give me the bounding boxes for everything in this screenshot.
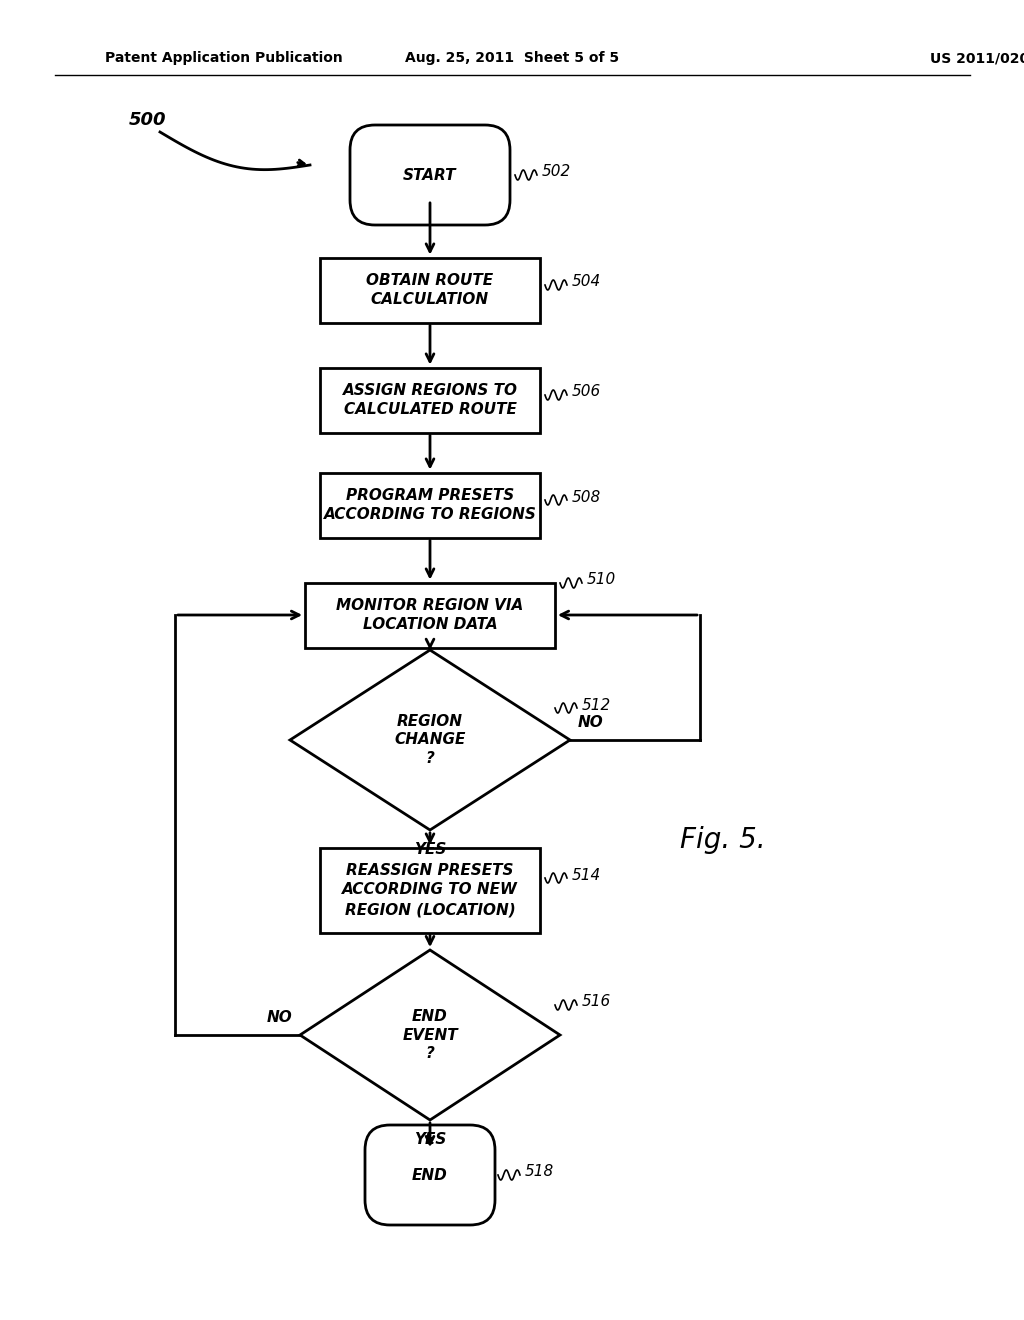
Text: END: END — [412, 1167, 447, 1183]
Text: 500: 500 — [129, 111, 167, 129]
Text: ASSIGN REGIONS TO
CALCULATED ROUTE: ASSIGN REGIONS TO CALCULATED ROUTE — [342, 383, 517, 417]
Text: MONITOR REGION VIA
LOCATION DATA: MONITOR REGION VIA LOCATION DATA — [336, 598, 523, 632]
Bar — [319, 257, 540, 322]
Text: 510: 510 — [587, 573, 616, 587]
Text: Fig. 5.: Fig. 5. — [680, 826, 766, 854]
Text: 502: 502 — [542, 165, 571, 180]
Text: 518: 518 — [525, 1164, 554, 1180]
Text: Aug. 25, 2011  Sheet 5 of 5: Aug. 25, 2011 Sheet 5 of 5 — [404, 51, 620, 65]
Text: 504: 504 — [572, 275, 601, 289]
Text: 512: 512 — [582, 697, 611, 713]
Polygon shape — [290, 649, 570, 830]
Text: YES: YES — [414, 842, 446, 857]
Text: REASSIGN PRESETS
ACCORDING TO NEW
REGION (LOCATION): REASSIGN PRESETS ACCORDING TO NEW REGION… — [342, 863, 518, 917]
Text: REGION
CHANGE
?: REGION CHANGE ? — [394, 714, 466, 766]
Text: END
EVENT
?: END EVENT ? — [402, 1008, 458, 1061]
Text: OBTAIN ROUTE
CALCULATION: OBTAIN ROUTE CALCULATION — [367, 273, 494, 306]
Polygon shape — [300, 950, 560, 1119]
Text: 516: 516 — [582, 994, 611, 1010]
Text: 506: 506 — [572, 384, 601, 400]
Text: US 2011/0207423 A1: US 2011/0207423 A1 — [930, 51, 1024, 65]
FancyBboxPatch shape — [350, 125, 510, 224]
Bar — [319, 367, 540, 433]
Text: NO: NO — [578, 715, 604, 730]
Bar — [319, 847, 540, 932]
Text: PROGRAM PRESETS
ACCORDING TO REGIONS: PROGRAM PRESETS ACCORDING TO REGIONS — [324, 488, 537, 521]
FancyBboxPatch shape — [365, 1125, 495, 1225]
Bar — [319, 473, 540, 537]
Text: START: START — [403, 168, 457, 182]
Text: 514: 514 — [572, 867, 601, 883]
Text: 508: 508 — [572, 490, 601, 504]
Text: NO: NO — [266, 1010, 292, 1026]
Text: Patent Application Publication: Patent Application Publication — [105, 51, 343, 65]
Text: YES: YES — [414, 1133, 446, 1147]
Bar — [305, 582, 555, 648]
